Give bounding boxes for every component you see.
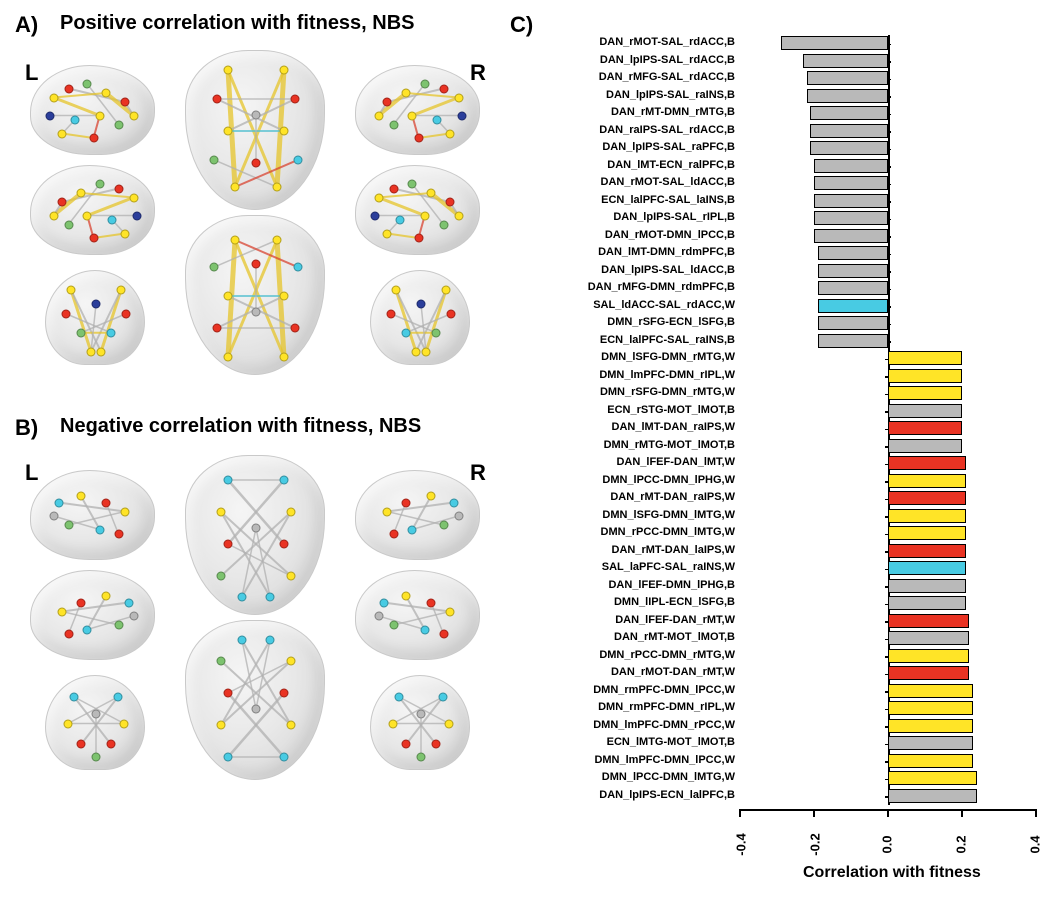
bar (888, 579, 966, 593)
bar (814, 211, 888, 225)
panel-b-right-label: R (470, 460, 486, 486)
bar-label: DAN_rMT-DMN_rMTG,B (611, 106, 735, 118)
bar (888, 456, 966, 470)
bar-label: DMN_lIPL-ECN_lSFG,B (614, 596, 735, 608)
bar-label: ECN_rSTG-MOT_lMOT,B (607, 404, 735, 416)
bar-label: DMN_rmPFC-DMN_lPCC,W (593, 684, 735, 696)
bar (818, 299, 888, 313)
bar (810, 124, 888, 138)
bar-label: DAN_lpIPS-ECN_lalPFC,B (599, 789, 735, 801)
bar-label: DAN_lMT-DMN_rdmPFC,B (598, 246, 735, 258)
bar (888, 544, 966, 558)
bar-label: DAN_lpIPS-SAL_raPFC,B (602, 141, 735, 153)
bar-label: DMN_rSFG-ECN_lSFG,B (607, 316, 735, 328)
bar-label: DMN_lPCC-DMN_lMTG,W (602, 771, 735, 783)
bar (888, 386, 962, 400)
bar-label: DAN_rMOT-SAL_rdACC,B (599, 36, 735, 48)
bar (814, 159, 888, 173)
bar-label: SAL_laPFC-SAL_raINS,W (602, 561, 735, 573)
bar (807, 89, 888, 103)
bar-label: DAN_rMT-DAN_laIPS,W (612, 544, 735, 556)
bar (888, 439, 962, 453)
bar-label: ECN_lalPFC-SAL_raINS,B (600, 334, 735, 346)
bar-label: DMN_rMTG-MOT_lMOT,B (604, 439, 735, 451)
bar (888, 649, 969, 663)
bar (810, 106, 888, 120)
bar-label: DAN_lFEF-DMN_lPHG,B (608, 579, 735, 591)
bar (888, 369, 962, 383)
bar (818, 334, 888, 348)
bar-label: DMN_rmPFC-DMN_rIPL,W (598, 701, 735, 713)
panel-a-title: Positive correlation with fitness, NBS (60, 12, 415, 35)
bar-label: DAN_rMFG-SAL_rdACC,B (599, 71, 735, 83)
bar (888, 666, 969, 680)
bar (888, 404, 962, 418)
x-axis-title: Correlation with fitness (803, 864, 981, 882)
panel-b-left-label: L (25, 460, 38, 486)
bar (818, 281, 888, 295)
panel-a-left-label: L (25, 60, 38, 86)
bar (888, 631, 969, 645)
bar (814, 194, 888, 208)
bar (888, 596, 966, 610)
bar-label: DMN_lmPFC-DMN_rPCC,W (593, 719, 735, 731)
bar (818, 246, 888, 260)
bar-label: DMN_lmPFC-DMN_rIPL,W (599, 369, 735, 381)
bar-label: DAN_lpIPS-SAL_rdACC,B (600, 54, 735, 66)
bar (888, 789, 977, 803)
panel-a-label: A) (15, 12, 38, 38)
bar (807, 71, 888, 85)
bar-label: DAN_rMFG-DMN_rdmPFC,B (588, 281, 735, 293)
bar-label: DMN_lmPFC-DMN_lPCC,W (594, 754, 735, 766)
bar-label: DAN_rMOT-SAL_ldACC,B (601, 176, 735, 188)
panel-b-title: Negative correlation with fitness, NBS (60, 415, 421, 438)
bar-label: DMN_lSFG-DMN_rMTG,W (601, 351, 735, 363)
bar-label: DAN_lMT-DAN_raIPS,W (612, 421, 735, 433)
bar (888, 509, 966, 523)
bar-label: DAN_lpIPS-SAL_raINS,B (606, 89, 735, 101)
bar-label: DAN_rMOT-DMN_lPCC,B (605, 229, 735, 241)
bar-label: DAN_raIPS-SAL_rdACC,B (599, 124, 735, 136)
bar-label: DAN_lpIPS-SAL_ldACC,B (601, 264, 735, 276)
bar (818, 264, 888, 278)
bar (888, 351, 962, 365)
bar (888, 719, 973, 733)
bar (818, 316, 888, 330)
bar-label: DAN_rMT-MOT_lMOT,B (614, 631, 735, 643)
bar (888, 771, 977, 785)
bar-label: SAL_ldACC-SAL_rdACC,W (593, 299, 735, 311)
panel-a-right-label: R (470, 60, 486, 86)
bar (781, 36, 888, 50)
bar (888, 736, 973, 750)
bar (888, 491, 966, 505)
bar-label: DAN_lMT-ECN_ralPFC,B (607, 159, 735, 171)
bar-label: DAN_lpIPS-SAL_rIPL,B (613, 211, 735, 223)
bar (814, 176, 888, 190)
bar (810, 141, 888, 155)
bar-label: DMN_lSFG-DMN_lMTG,W (602, 509, 735, 521)
bar-label: DMN_rPCC-DMN_rMTG,W (599, 649, 735, 661)
bar (888, 561, 966, 575)
bar (888, 754, 973, 768)
bar-label: DAN_lFEF-DAN_lMT,W (616, 456, 735, 468)
bar-label: DAN_lFEF-DAN_rMT,W (615, 614, 735, 626)
bar (814, 229, 888, 243)
bar-label: DAN_rMT-DAN_raIPS,W (610, 491, 735, 503)
bar (888, 474, 966, 488)
bar (888, 701, 973, 715)
bar (888, 684, 973, 698)
bar-label: ECN_lMTG-MOT_lMOT,B (607, 736, 735, 748)
correlation-bar-chart: DAN_rMOT-SAL_rdACC,B DAN_lpIPS-SAL_rdACC,… (510, 20, 1040, 890)
bar-label: DAN_rMOT-DAN_rMT,W (611, 666, 735, 678)
bar-label: DMN_rSFG-DMN_rMTG,W (600, 386, 735, 398)
bar (888, 614, 969, 628)
panel-b-label: B) (15, 415, 38, 441)
bar (888, 526, 966, 540)
bar-label: DMN_rPCC-DMN_lMTG,W (601, 526, 735, 538)
bar (803, 54, 888, 68)
bar-label: DMN_lPCC-DMN_lPHG,W (602, 474, 735, 486)
bar (888, 421, 962, 435)
bar-label: ECN_lalPFC-SAL_laINS,B (601, 194, 735, 206)
